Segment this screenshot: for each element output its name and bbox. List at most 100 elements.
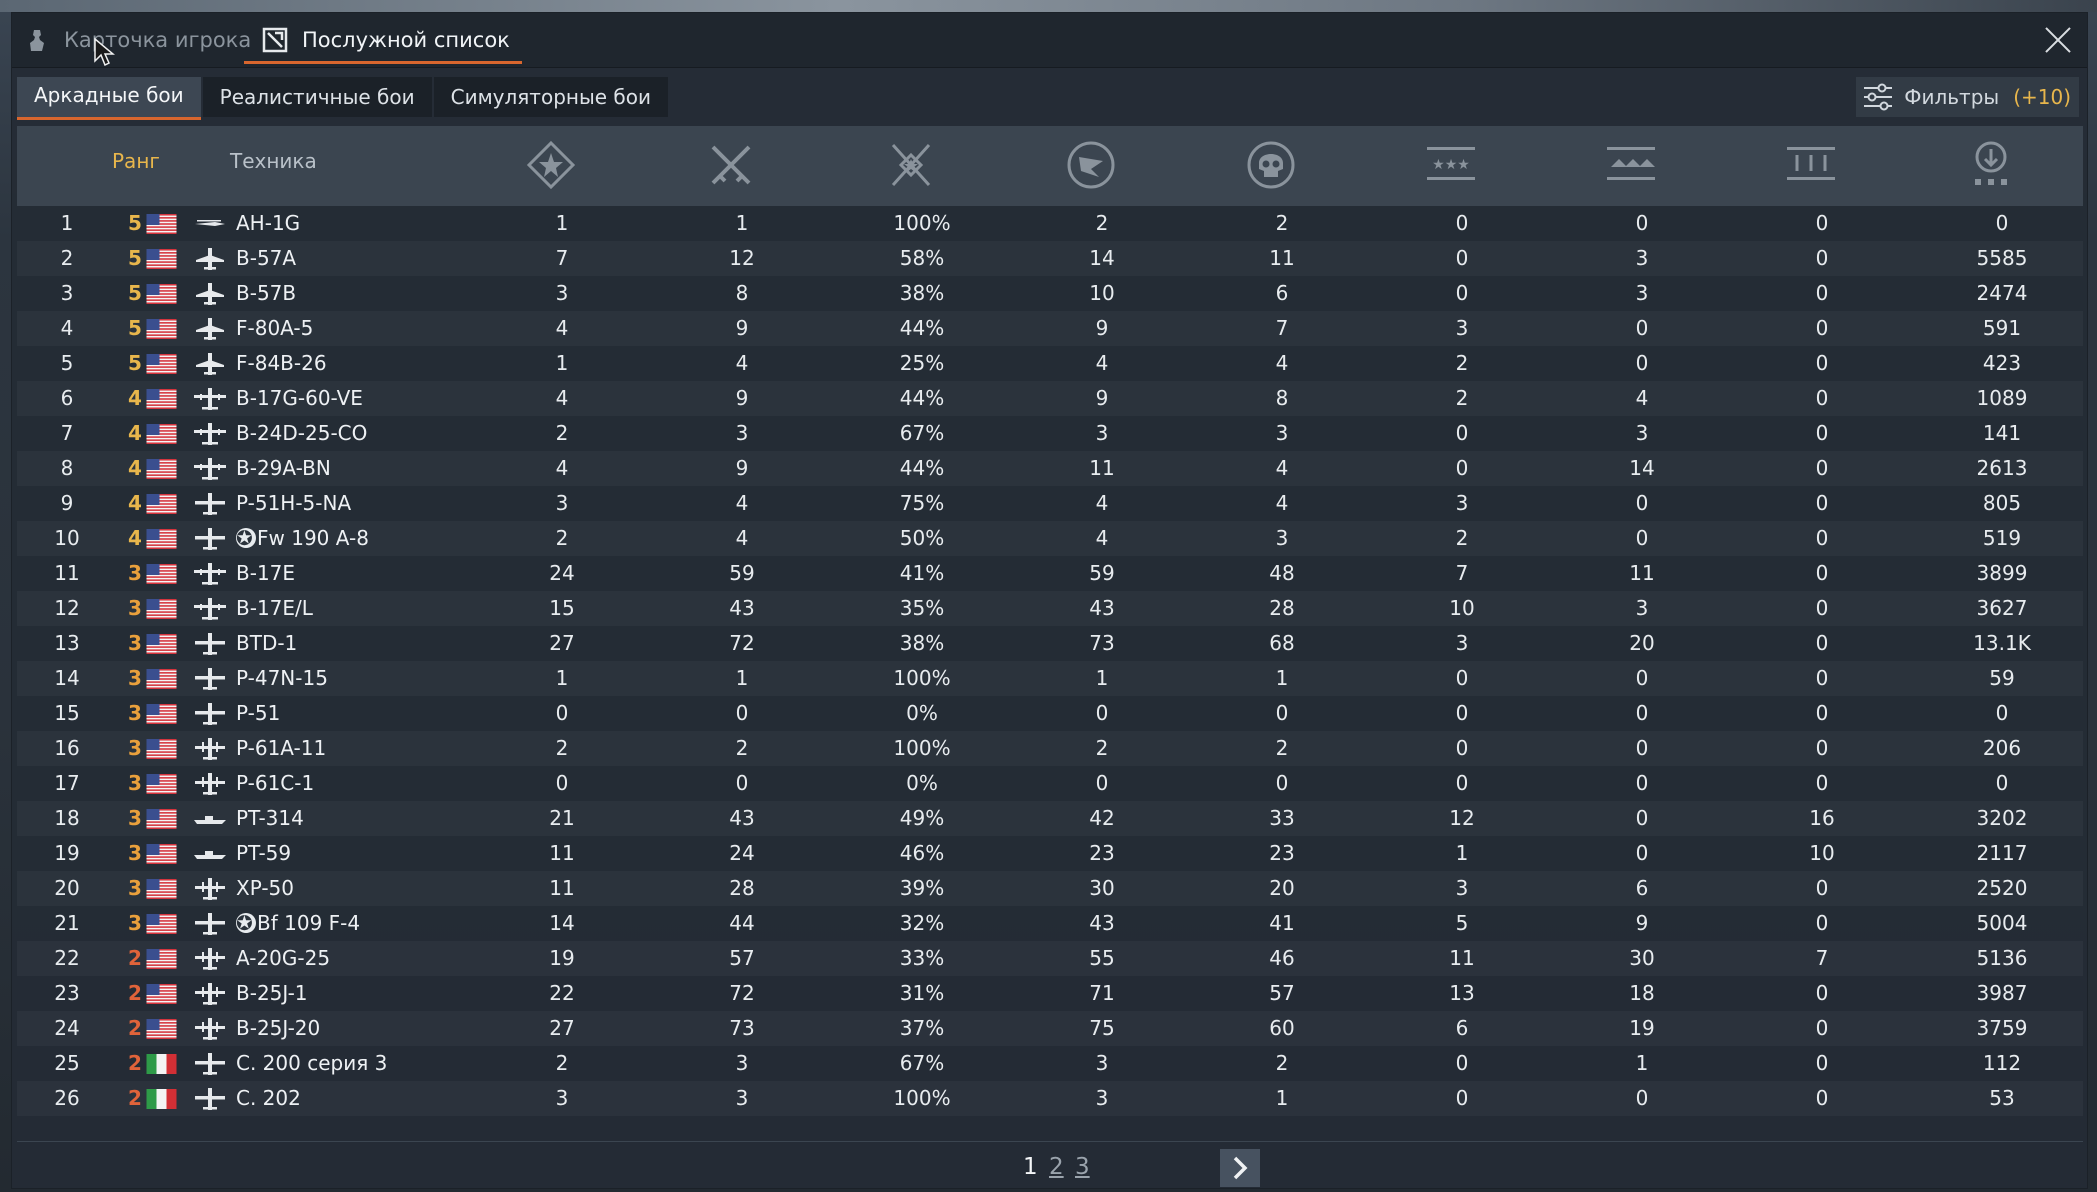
table-row[interactable]: 25 2 C. 200 серия 3 2 3 67% 3 2 0 1 0 112 <box>17 1046 2083 1081</box>
filters-button[interactable]: Фильтры (+10) <box>1856 77 2079 117</box>
table-row[interactable]: 20 3 XP-50 11 28 39% 30 20 3 6 0 2520 <box>17 871 2083 906</box>
row-rank: 3 <box>128 806 142 830</box>
row-score: 59 <box>1989 666 2015 690</box>
row-vehicle-name[interactable]: Bf 109 F-4 <box>236 906 360 941</box>
row-respawns: 30 <box>1089 876 1115 900</box>
page-link[interactable]: 3 <box>1075 1154 1090 1180</box>
winrate-emblem-icon[interactable] <box>885 139 937 191</box>
header-vehicle[interactable]: Техника <box>230 149 317 173</box>
row-vehicle-name[interactable]: XP-50 <box>236 871 294 906</box>
row-vehicle-name[interactable]: PT-59 <box>236 836 291 871</box>
row-vehicle-name[interactable]: B-17E <box>236 556 295 591</box>
row-air-kills: 2 <box>1455 386 1469 410</box>
usa-flag-icon <box>146 879 177 899</box>
table-row[interactable]: 5 5 F-84B-26 1 4 25% 4 4 2 0 0 423 <box>17 346 2083 381</box>
next-page-button[interactable] <box>1220 1149 1260 1187</box>
row-naval-kills: 10 <box>1809 841 1835 865</box>
row-index: 7 <box>60 421 74 445</box>
row-vehicle-name[interactable]: C. 202 <box>236 1081 301 1116</box>
deaths-skull-icon[interactable] <box>1245 139 1297 191</box>
table-row[interactable]: 11 3 B-17E 24 59 41% 59 48 7 11 0 3899 <box>17 556 2083 591</box>
row-vehicle-name[interactable]: AH-1G <box>236 206 300 241</box>
row-vehicle-name[interactable]: P-51 <box>236 696 280 731</box>
close-icon[interactable] <box>2043 25 2073 55</box>
table-row[interactable]: 8 4 B-29A-BN 4 9 44% 11 4 0 14 0 2613 <box>17 451 2083 486</box>
row-vehicle-name[interactable]: B-57A <box>236 241 296 276</box>
crossed-swords-icon[interactable] <box>705 139 757 191</box>
window-tab-bar: Карточка игрока Послужной список <box>12 13 2087 68</box>
tab-service-record[interactable]: Послужной список <box>244 13 522 67</box>
table-row[interactable]: 1 5 AH-1G 1 1 100% 2 2 0 0 0 0 <box>17 206 2083 241</box>
row-vehicle-name[interactable]: B-29A-BN <box>236 451 331 486</box>
row-winrate: 33% <box>899 946 945 970</box>
row-vehicle-name[interactable]: F-84B-26 <box>236 346 327 381</box>
row-vehicle-name[interactable]: C. 200 серия 3 <box>236 1046 387 1081</box>
row-score: 591 <box>1982 316 2022 340</box>
row-index: 12 <box>54 596 80 620</box>
table-row[interactable]: 15 3 P-51 0 0 0% 0 0 0 0 0 0 <box>17 696 2083 731</box>
row-vehicle-name[interactable]: B-25J-20 <box>236 1011 320 1046</box>
row-winrate: 0% <box>906 701 938 725</box>
naval-kills-icon[interactable] <box>1785 139 1837 191</box>
row-vehicle-name[interactable]: P-61C-1 <box>236 766 314 801</box>
row-winrate: 44% <box>899 386 945 410</box>
row-vehicle-name[interactable]: B-24D-25-CO <box>236 416 367 451</box>
row-vehicle-name[interactable]: PT-314 <box>236 801 304 836</box>
table-row[interactable]: 16 3 P-61A-11 2 2 100% 2 2 0 0 0 206 <box>17 731 2083 766</box>
row-vehicle-name[interactable]: P-51H-5-NA <box>236 486 351 521</box>
twin-vehicle-icon <box>195 983 225 1005</box>
row-deaths: 0 <box>1275 771 1289 795</box>
table-row[interactable]: 17 3 P-61C-1 0 0 0% 0 0 0 0 0 0 <box>17 766 2083 801</box>
table-row[interactable]: 19 3 PT-59 11 24 46% 23 23 1 0 10 2117 <box>17 836 2083 871</box>
tab-arcade[interactable]: Аркадные бои <box>17 77 201 120</box>
row-vehicle-name[interactable]: B-57B <box>236 276 296 311</box>
row-vehicle-name[interactable]: P-61A-11 <box>236 731 326 766</box>
battles-star-icon[interactable] <box>525 139 577 191</box>
table-row[interactable]: 2 5 B-57A 7 12 58% 14 11 0 3 0 5585 <box>17 241 2083 276</box>
table-row[interactable]: 10 4 Fw 190 A-8 2 4 50% 4 3 2 0 0 519 <box>17 521 2083 556</box>
score-icon[interactable] <box>1965 139 2017 191</box>
table-row[interactable]: 6 4 B-17G-60-VE 4 9 44% 9 8 2 4 0 1089 <box>17 381 2083 416</box>
table-row[interactable]: 4 5 F-80A-5 4 9 44% 9 7 3 0 0 591 <box>17 311 2083 346</box>
tab-simulator[interactable]: Симуляторные бои <box>433 77 668 117</box>
row-vehicle-name[interactable]: B-17G-60-VE <box>236 381 363 416</box>
fighter-vehicle-icon <box>195 493 225 515</box>
table-row[interactable]: 26 2 C. 202 3 3 100% 3 1 0 0 0 53 <box>17 1081 2083 1116</box>
row-rank: 3 <box>128 666 142 690</box>
table-row[interactable]: 14 3 P-47N-15 1 1 100% 1 1 0 0 0 59 <box>17 661 2083 696</box>
header-rank[interactable]: Ранг <box>112 149 160 173</box>
ground-kills-icon[interactable] <box>1605 139 1657 191</box>
table-row[interactable]: 24 2 B-25J-20 27 73 37% 75 60 6 19 0 3759 <box>17 1011 2083 1046</box>
row-naval-kills: 0 <box>1815 596 1829 620</box>
respawns-flag-icon[interactable] <box>1065 139 1117 191</box>
row-score: 112 <box>1982 1051 2022 1075</box>
row-vehicle-name[interactable]: P-47N-15 <box>236 661 328 696</box>
row-vehicle-name[interactable]: A-20G-25 <box>236 941 330 976</box>
row-vehicle-name[interactable]: BTD-1 <box>236 626 297 661</box>
tab-realistic[interactable]: Реалистичные бои <box>202 77 432 117</box>
table-row[interactable]: 22 2 A-20G-25 19 57 33% 55 46 11 30 7 5136 <box>17 941 2083 976</box>
table-row[interactable]: 12 3 B-17E/L 15 43 35% 43 28 10 3 0 3627 <box>17 591 2083 626</box>
row-battles: 21 <box>549 806 575 830</box>
row-vehicle-name[interactable]: B-25J-1 <box>236 976 308 1011</box>
row-index: 26 <box>54 1086 80 1110</box>
table-row[interactable]: 7 4 B-24D-25-CO 2 3 67% 3 3 0 3 0 141 <box>17 416 2083 451</box>
row-vehicle-name[interactable]: B-17E/L <box>236 591 313 626</box>
captured-vehicle-badge-icon <box>236 521 256 556</box>
table-row[interactable]: 13 3 BTD-1 27 72 38% 73 68 3 20 0 13.1K <box>17 626 2083 661</box>
row-naval-kills: 0 <box>1815 561 1829 585</box>
page-link[interactable]: 2 <box>1049 1154 1064 1180</box>
row-respawns: 42 <box>1089 806 1115 830</box>
tab-player-card[interactable]: Карточка игрока <box>24 13 251 67</box>
table-row[interactable]: 23 2 B-25J-1 22 72 31% 71 57 13 18 0 3987 <box>17 976 2083 1011</box>
air-kills-icon[interactable]: ★★★ <box>1425 139 1477 191</box>
table-row[interactable]: 9 4 P-51H-5-NA 3 4 75% 4 4 3 0 0 805 <box>17 486 2083 521</box>
row-index: 4 <box>60 316 74 340</box>
table-row[interactable]: 18 3 PT-314 21 43 49% 42 33 12 0 16 3202 <box>17 801 2083 836</box>
page-current[interactable]: 1 <box>1023 1154 1038 1180</box>
table-row[interactable]: 21 3 Bf 109 F-4 14 44 32% 43 41 5 9 0 5004 <box>17 906 2083 941</box>
table-row[interactable]: 3 5 B-57B 3 8 38% 10 6 0 3 0 2474 <box>17 276 2083 311</box>
row-vehicle-name[interactable]: F-80A-5 <box>236 311 313 346</box>
row-rank: 3 <box>128 701 142 725</box>
row-vehicle-name[interactable]: Fw 190 A-8 <box>236 521 369 556</box>
